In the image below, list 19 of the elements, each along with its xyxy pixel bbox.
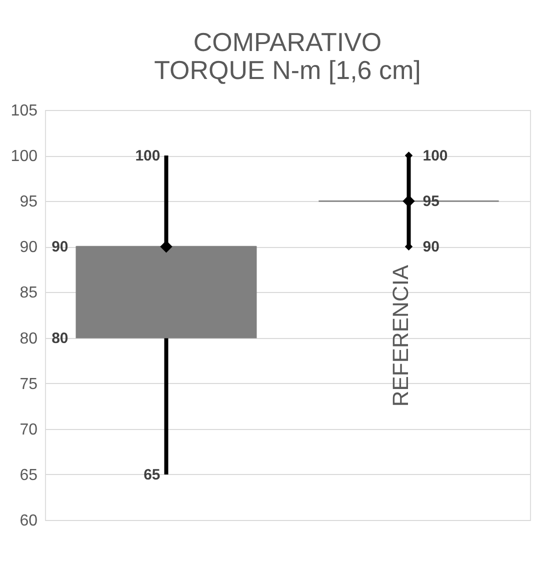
annotation: 80: [52, 330, 68, 347]
annotation: 90: [422, 238, 440, 256]
annotation: 65: [144, 466, 160, 484]
annotation: 100: [135, 148, 160, 165]
y-tick-label: 75: [20, 376, 38, 393]
y-tick-label: 70: [20, 421, 38, 438]
y-tick-label: 95: [20, 194, 38, 211]
y-tick-label: 65: [20, 466, 38, 484]
y-tick-label: 90: [20, 239, 38, 256]
y-tick-label: 80: [20, 330, 38, 348]
text: TORQUE N-m [1,6 cm]: [154, 55, 421, 85]
text: COMPARATIVO: [193, 27, 382, 57]
y-tick-label: 105: [10, 102, 38, 120]
x-tick-label: REFERENCIA: [388, 264, 413, 407]
y-tick-label: 100: [10, 148, 38, 166]
y-tick-label: 85: [20, 284, 38, 302]
annotation: 90: [52, 238, 68, 256]
y-tick-label: 60: [20, 512, 38, 530]
annotation: 100: [422, 148, 448, 165]
